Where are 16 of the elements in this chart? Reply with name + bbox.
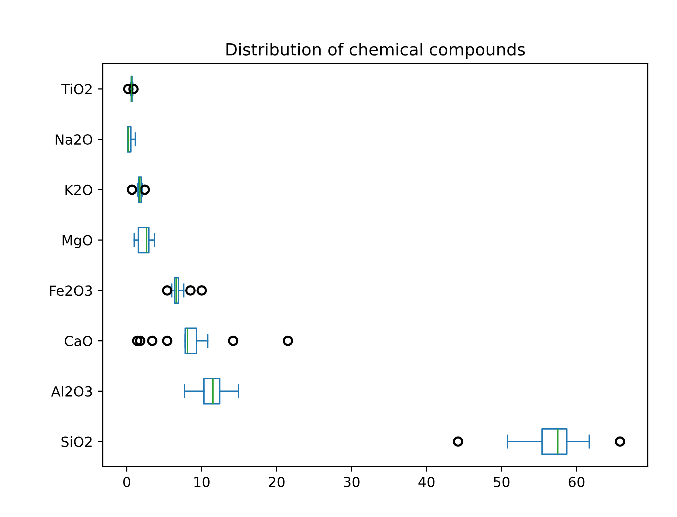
y-tick-label: Al2O3 [51, 386, 92, 397]
y-tick-label: Fe2O3 [50, 286, 92, 296]
y-tick-label: TiO2 [62, 84, 92, 95]
x-tick-label: 20 [269, 476, 285, 488]
x-tick-label: 30 [344, 476, 360, 488]
x-tick-label: 10 [194, 476, 210, 488]
chart-title: Distribution of chemical compounds [226, 43, 526, 60]
y-tick-label: K2O [66, 184, 92, 196]
x-tick-label: 60 [568, 476, 585, 488]
x-tick-label: 40 [418, 476, 435, 488]
x-tick-label: 0 [123, 476, 130, 488]
y-tick-label: CaO [64, 336, 92, 347]
x-tick-label: 50 [494, 476, 510, 488]
y-tick-label: Na2O [56, 134, 92, 146]
y-tick-label: MgO [62, 235, 92, 248]
y-tick-label: SiO2 [62, 436, 92, 448]
